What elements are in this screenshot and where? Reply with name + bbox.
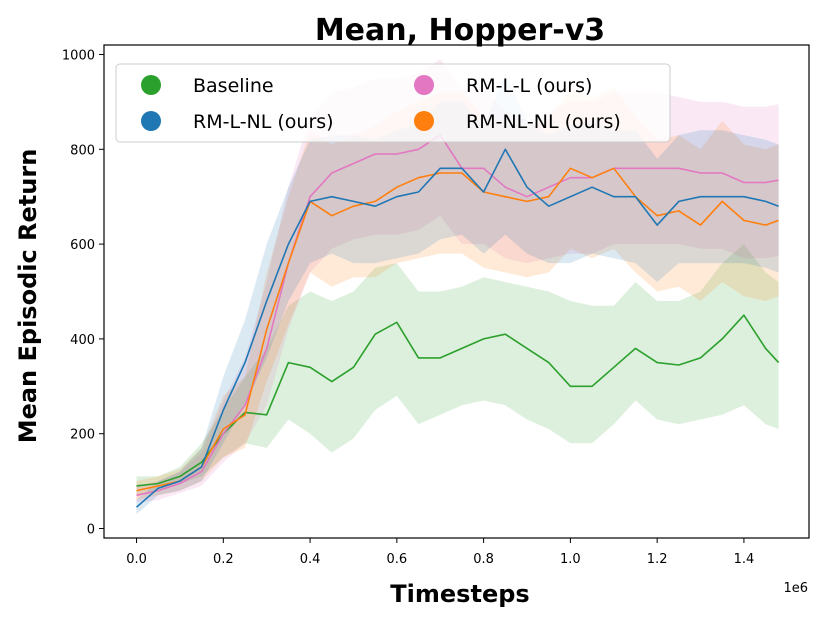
legend-marker-rm-nl-nl-ours	[414, 111, 434, 131]
x-tick-label: 0.6	[387, 552, 408, 567]
x-offset-text: 1e6	[783, 581, 808, 596]
legend: Baseline RM-L-NL (ours) RM-L-L (ours) RM-NL…	[115, 63, 671, 143]
legend-label-rm-l-nl-ours: RM-L-NL (ours)	[193, 111, 334, 133]
y-axis-label: Mean Episodic Return	[14, 149, 42, 444]
line-rm-nl-nl-ours	[136, 167, 779, 492]
legend-marker-rm-l-nl-ours	[141, 111, 161, 131]
y-tick-label: 400	[70, 333, 95, 348]
legend-marker-rm-l-l-ours	[414, 75, 434, 95]
chart-title: Mean, Hopper-v3	[315, 13, 605, 48]
legend-box	[115, 63, 671, 143]
x-tick-label: 0.8	[473, 552, 494, 567]
y-tick-label: 800	[70, 143, 95, 158]
legend-label-rm-nl-nl-ours: RM-NL-NL (ours)	[466, 111, 621, 133]
legend-label-baseline: Baseline	[193, 75, 274, 97]
x-tick-label: 1.0	[560, 552, 581, 567]
band-baseline	[136, 244, 779, 496]
y-axis-ticks: 0 200 400 600 800 1000	[62, 48, 104, 538]
band-rm-l-nl-ours	[136, 73, 779, 515]
x-tick-label: 0.2	[213, 552, 234, 567]
y-tick-label: 200	[70, 428, 95, 443]
x-tick-label: 1.2	[647, 552, 668, 567]
line-rm-l-nl-ours	[135, 148, 779, 508]
band-rm-nl-nl-ours	[136, 87, 779, 501]
y-tick-label: 1000	[62, 48, 95, 63]
x-tick-label: 0.4	[300, 552, 321, 567]
y-tick-label: 0	[87, 523, 95, 538]
y-tick-label: 600	[70, 238, 95, 253]
legend-marker-baseline	[141, 75, 161, 95]
x-tick-label: 1.4	[734, 552, 755, 567]
band-rm-l-l-ours	[136, 59, 779, 503]
x-axis-label: Timesteps	[390, 580, 529, 608]
series-lines	[135, 134, 780, 508]
confidence-bands	[136, 59, 779, 515]
x-axis-ticks: 0.0 0.2 0.4 0.6 0.8 1.0 1.2 1.4	[126, 538, 754, 567]
plot-frame	[103, 44, 810, 539]
x-tick-label: 0.0	[126, 552, 147, 567]
legend-label-rm-l-l-ours: RM-L-L (ours)	[466, 75, 592, 97]
